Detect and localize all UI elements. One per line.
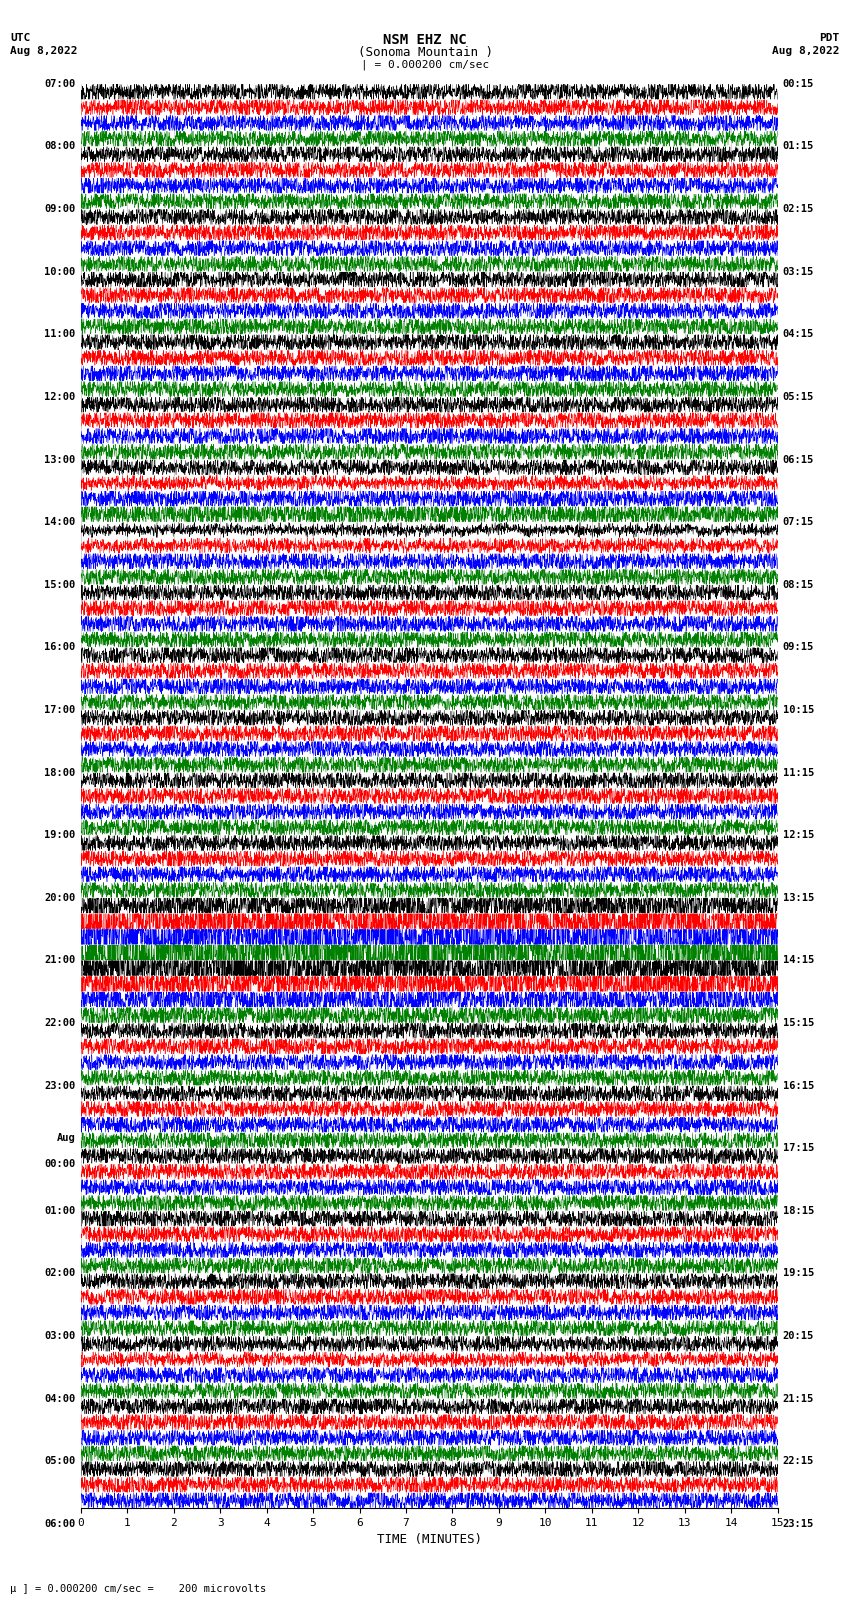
Text: 02:15: 02:15	[783, 205, 814, 215]
Text: 10:15: 10:15	[783, 705, 814, 715]
Text: | = 0.000200 cm/sec: | = 0.000200 cm/sec	[361, 60, 489, 71]
Text: 02:00: 02:00	[44, 1268, 76, 1279]
Text: 07:00: 07:00	[44, 79, 76, 89]
Text: 03:00: 03:00	[44, 1331, 76, 1340]
Text: 05:00: 05:00	[44, 1457, 76, 1466]
Text: 23:15: 23:15	[783, 1519, 814, 1529]
Text: NSM EHZ NC: NSM EHZ NC	[383, 32, 467, 47]
Text: 06:00: 06:00	[44, 1519, 76, 1529]
Text: Aug 8,2022: Aug 8,2022	[10, 45, 77, 56]
Text: 11:00: 11:00	[44, 329, 76, 339]
Text: UTC: UTC	[10, 32, 31, 44]
Text: 09:15: 09:15	[783, 642, 814, 652]
Text: 17:00: 17:00	[44, 705, 76, 715]
Text: 12:00: 12:00	[44, 392, 76, 402]
Text: 12:15: 12:15	[783, 831, 814, 840]
Text: 04:00: 04:00	[44, 1394, 76, 1403]
Text: Aug 8,2022: Aug 8,2022	[773, 45, 840, 56]
Text: 21:00: 21:00	[44, 955, 76, 965]
Text: 18:00: 18:00	[44, 768, 76, 777]
Text: 05:15: 05:15	[783, 392, 814, 402]
Text: 08:00: 08:00	[44, 142, 76, 152]
Text: 15:15: 15:15	[783, 1018, 814, 1027]
Text: PDT: PDT	[819, 32, 840, 44]
Text: 10:00: 10:00	[44, 266, 76, 277]
Text: 22:15: 22:15	[783, 1457, 814, 1466]
Text: 20:00: 20:00	[44, 892, 76, 903]
Text: 19:15: 19:15	[783, 1268, 814, 1279]
Text: 17:15: 17:15	[783, 1144, 814, 1153]
Text: 13:00: 13:00	[44, 455, 76, 465]
Text: 09:00: 09:00	[44, 205, 76, 215]
X-axis label: TIME (MINUTES): TIME (MINUTES)	[377, 1534, 482, 1547]
Text: 20:15: 20:15	[783, 1331, 814, 1340]
Text: 00:00: 00:00	[44, 1158, 76, 1169]
Text: 23:00: 23:00	[44, 1081, 76, 1090]
Text: Aug: Aug	[57, 1134, 76, 1144]
Text: 08:15: 08:15	[783, 579, 814, 590]
Text: 06:15: 06:15	[783, 455, 814, 465]
Text: 14:00: 14:00	[44, 518, 76, 527]
Text: 11:15: 11:15	[783, 768, 814, 777]
Text: 21:15: 21:15	[783, 1394, 814, 1403]
Text: 15:00: 15:00	[44, 579, 76, 590]
Text: 18:15: 18:15	[783, 1207, 814, 1216]
Text: 16:00: 16:00	[44, 642, 76, 652]
Text: 00:15: 00:15	[783, 79, 814, 89]
Text: (Sonoma Mountain ): (Sonoma Mountain )	[358, 45, 492, 60]
Text: μ ] = 0.000200 cm/sec =    200 microvolts: μ ] = 0.000200 cm/sec = 200 microvolts	[10, 1584, 266, 1594]
Text: 22:00: 22:00	[44, 1018, 76, 1027]
Text: 01:15: 01:15	[783, 142, 814, 152]
Text: 14:15: 14:15	[783, 955, 814, 965]
Text: 16:15: 16:15	[783, 1081, 814, 1090]
Text: 07:15: 07:15	[783, 518, 814, 527]
Text: 03:15: 03:15	[783, 266, 814, 277]
Text: 13:15: 13:15	[783, 892, 814, 903]
Text: 19:00: 19:00	[44, 831, 76, 840]
Text: 04:15: 04:15	[783, 329, 814, 339]
Text: 01:00: 01:00	[44, 1207, 76, 1216]
